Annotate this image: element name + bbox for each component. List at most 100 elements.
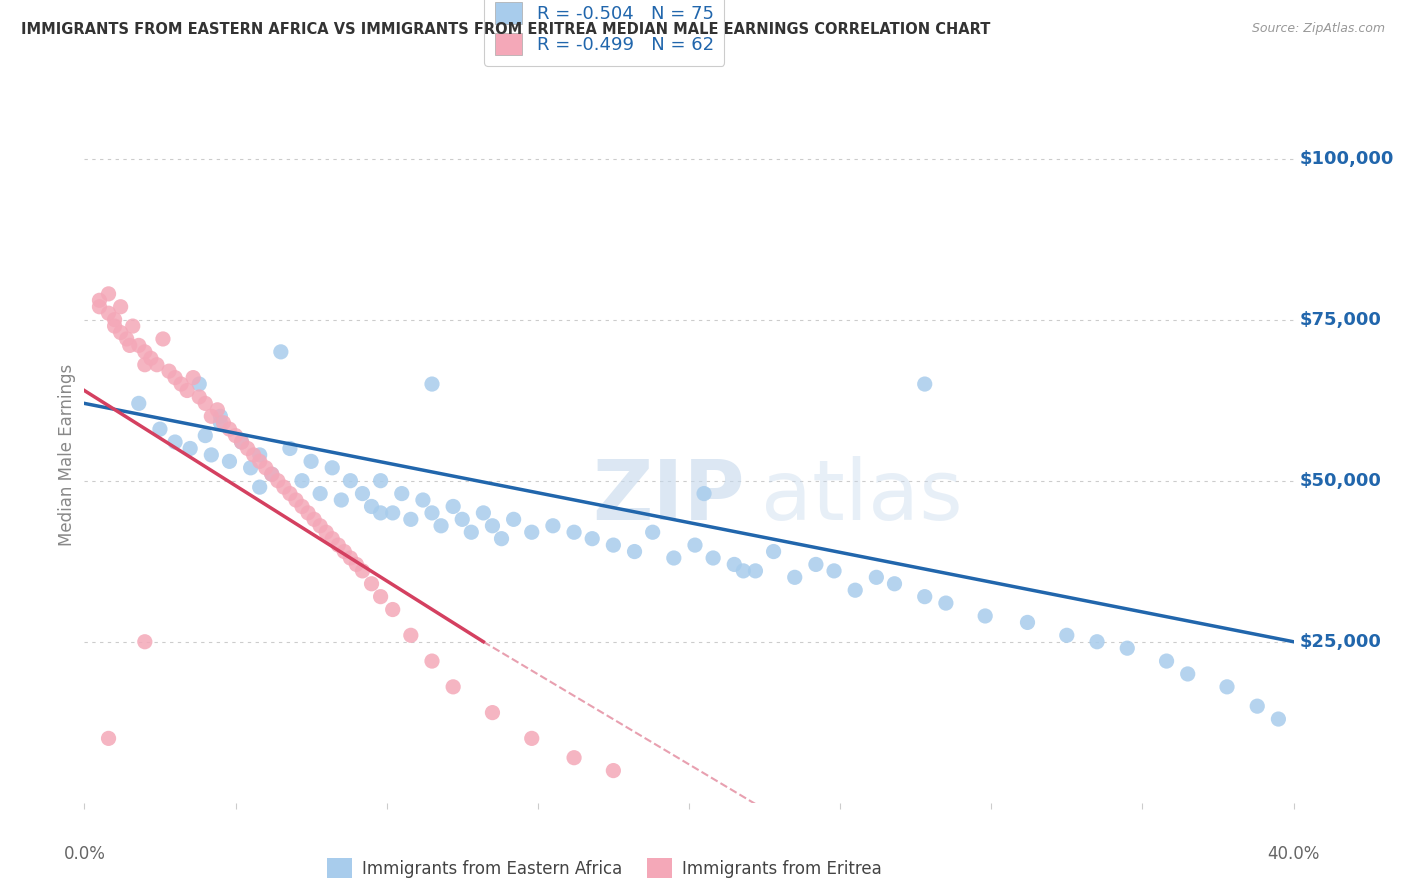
Point <box>121 319 143 334</box>
Point <box>157 364 180 378</box>
Text: $50,000: $50,000 <box>1299 472 1382 490</box>
Point <box>399 512 422 526</box>
Legend: Immigrants from Eastern Africa, Immigrants from Eritrea: Immigrants from Eastern Africa, Immigran… <box>321 851 889 885</box>
Point <box>1246 699 1268 714</box>
Point <box>935 596 957 610</box>
Point <box>267 474 290 488</box>
Point <box>134 358 156 372</box>
Point <box>520 525 543 540</box>
Point <box>194 396 217 410</box>
Point <box>209 409 232 424</box>
Point <box>370 474 392 488</box>
Point <box>430 518 453 533</box>
Point <box>134 344 156 359</box>
Point <box>260 467 283 482</box>
Text: 0.0%: 0.0% <box>63 845 105 863</box>
Point <box>236 442 259 456</box>
Point <box>420 654 443 668</box>
Point <box>520 731 543 746</box>
Point <box>502 512 524 526</box>
Point <box>104 312 127 326</box>
Point <box>623 544 645 558</box>
Point <box>804 558 827 572</box>
Point <box>179 442 201 456</box>
Point <box>225 428 247 442</box>
Text: $75,000: $75,000 <box>1299 310 1382 328</box>
Point <box>188 377 211 392</box>
Point <box>134 634 156 648</box>
Point <box>1177 667 1199 681</box>
Point <box>97 306 120 320</box>
Point <box>176 384 198 398</box>
Point <box>249 448 271 462</box>
Point <box>254 460 277 475</box>
Text: $25,000: $25,000 <box>1299 632 1382 651</box>
Point <box>194 428 217 442</box>
Point <box>249 480 271 494</box>
Point <box>1085 634 1108 648</box>
Point <box>302 512 325 526</box>
Point <box>1116 641 1139 656</box>
Text: atlas: atlas <box>762 456 963 537</box>
Point <box>270 344 292 359</box>
Point <box>562 750 585 764</box>
Point <box>278 442 301 456</box>
Point <box>163 435 186 450</box>
Point <box>360 500 382 514</box>
Point <box>118 338 141 352</box>
Point <box>284 493 308 508</box>
Point <box>181 370 204 384</box>
Point <box>823 564 845 578</box>
Text: ZIP: ZIP <box>592 456 745 537</box>
Point <box>702 551 724 566</box>
Point <box>231 435 253 450</box>
Point <box>1216 680 1239 694</box>
Point <box>472 506 495 520</box>
Point <box>346 558 368 572</box>
Point <box>370 590 392 604</box>
Point <box>212 416 235 430</box>
Point <box>104 319 127 334</box>
Point <box>297 506 319 520</box>
Point <box>163 370 186 384</box>
Point <box>89 300 111 314</box>
Point <box>460 525 482 540</box>
Point <box>662 551 685 566</box>
Point <box>451 512 474 526</box>
Point <box>188 390 211 404</box>
Point <box>207 402 229 417</box>
Text: IMMIGRANTS FROM EASTERN AFRICA VS IMMIGRANTS FROM ERITREA MEDIAN MALE EARNINGS C: IMMIGRANTS FROM EASTERN AFRICA VS IMMIGR… <box>21 22 990 37</box>
Point <box>723 558 745 572</box>
Point <box>441 680 464 694</box>
Point <box>309 486 332 500</box>
Point <box>149 422 172 436</box>
Point <box>381 506 404 520</box>
Point <box>420 377 443 392</box>
Point <box>218 422 240 436</box>
Point <box>733 564 755 578</box>
Point <box>865 570 887 584</box>
Point <box>1156 654 1178 668</box>
Point <box>170 377 193 392</box>
Point <box>209 416 232 430</box>
Point <box>299 454 322 468</box>
Point <box>339 551 361 566</box>
Point <box>128 396 150 410</box>
Point <box>330 493 353 508</box>
Text: 40.0%: 40.0% <box>1267 845 1320 863</box>
Point <box>321 460 343 475</box>
Point <box>128 338 150 352</box>
Point <box>360 576 382 591</box>
Point <box>328 538 350 552</box>
Point <box>381 602 404 616</box>
Point <box>291 500 314 514</box>
Point <box>914 590 936 604</box>
Point <box>783 570 806 584</box>
Point <box>420 506 443 520</box>
Point <box>370 506 392 520</box>
Point <box>481 706 503 720</box>
Point <box>278 486 301 500</box>
Point <box>883 576 905 591</box>
Point <box>683 538 706 552</box>
Point <box>291 474 314 488</box>
